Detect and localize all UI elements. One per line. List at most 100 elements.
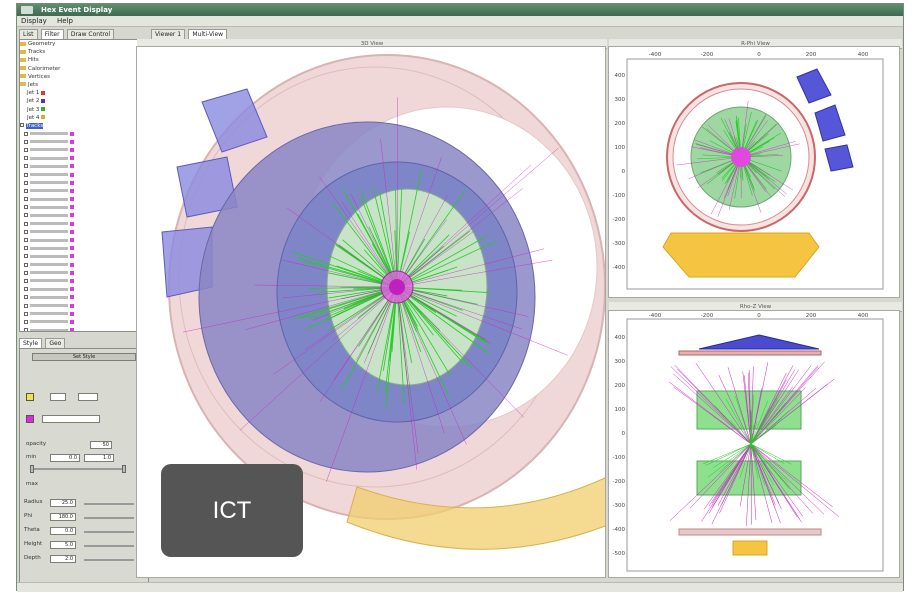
checkbox-icon[interactable] [23, 131, 28, 136]
tree-folder[interactable]: Vertices [20, 73, 138, 81]
tree-track-item[interactable] [20, 327, 138, 331]
tab-viewer-1[interactable]: Viewer 1 [151, 29, 186, 39]
tree-folder[interactable]: Calorimeter [20, 65, 138, 73]
spin-slider[interactable] [84, 517, 134, 519]
checkbox-icon[interactable] [23, 139, 28, 144]
checkbox-icon[interactable] [23, 278, 28, 283]
tree-track-item[interactable] [20, 171, 138, 179]
tab-geo[interactable]: Geo [45, 338, 66, 348]
checkbox-icon[interactable] [23, 221, 28, 226]
range-slider[interactable] [30, 465, 126, 473]
tree-track-item[interactable] [20, 318, 138, 326]
tree-track-item[interactable] [20, 179, 138, 187]
tree-track-item[interactable] [20, 146, 138, 154]
slider-knob-max[interactable] [122, 465, 126, 473]
tree-folder[interactable]: Geometry [20, 40, 138, 48]
tab-style[interactable]: Style [19, 338, 43, 348]
tree-folder[interactable]: Jets [20, 81, 138, 89]
tree-track-item[interactable] [20, 310, 138, 318]
tree-track-item[interactable] [20, 261, 138, 269]
viewer-3d[interactable] [136, 46, 606, 578]
checkbox-icon[interactable] [23, 311, 28, 316]
spin-input[interactable]: 5.0 [50, 541, 76, 549]
tree-track-item[interactable] [20, 204, 138, 212]
checkbox-icon[interactable] [23, 328, 28, 331]
tree-item-selected[interactable]: Tracks [20, 122, 138, 130]
tree-track-item[interactable] [20, 130, 138, 138]
hit-style-select[interactable] [42, 415, 100, 423]
checkbox-icon[interactable] [23, 287, 28, 292]
tab-list[interactable]: List [19, 29, 38, 39]
checkbox-icon[interactable] [23, 188, 28, 193]
menu-display[interactable]: Display [21, 17, 47, 25]
tree-track-item[interactable] [20, 237, 138, 245]
tree-track-item[interactable] [20, 294, 138, 302]
spin-input[interactable]: 180.0 [50, 513, 76, 521]
tab-draw-control[interactable]: Draw Control [66, 29, 115, 39]
checkbox-icon[interactable] [23, 229, 28, 234]
spin-input[interactable]: 2.0 [50, 555, 76, 563]
tree-track-item[interactable] [20, 163, 138, 171]
rz-canvas[interactable]: -400 -200 0 200 400 400 300 200 100 0 -100 -200 -30… [609, 311, 900, 578]
checkbox-icon[interactable] [23, 205, 28, 210]
track-color-swatch[interactable] [26, 393, 34, 401]
hit-color-swatch[interactable] [26, 415, 34, 423]
checkbox-icon[interactable] [20, 123, 24, 128]
max-spinner[interactable]: 1.0 [84, 454, 114, 462]
apply-style-button[interactable]: Set Style [32, 353, 136, 361]
checkbox-icon[interactable] [23, 213, 28, 218]
rz-view[interactable]: -400 -200 0 200 400 400 300 200 100 0 -100 -200 -30… [608, 310, 900, 578]
min-spinner[interactable]: 0.0 [50, 454, 80, 462]
checkbox-icon[interactable] [23, 254, 28, 259]
spin-input[interactable]: 0.0 [50, 527, 76, 535]
spin-slider[interactable] [84, 545, 134, 547]
tree-track-item[interactable] [20, 155, 138, 163]
tree-subitem[interactable]: Jet 3 [20, 106, 138, 114]
viewer-3d-canvas[interactable] [137, 47, 606, 578]
checkbox-icon[interactable] [23, 172, 28, 177]
tree-track-item[interactable] [20, 138, 138, 146]
tree-track-item[interactable] [20, 220, 138, 228]
rphi-view[interactable]: -400 -200 0 200 400 400 300 200 100 0 -100 -200 -30… [608, 46, 900, 298]
tree-track-item[interactable] [20, 269, 138, 277]
checkbox-icon[interactable] [23, 164, 28, 169]
system-menu-icon[interactable] [21, 6, 33, 14]
tree-track-item[interactable] [20, 228, 138, 236]
spin-slider[interactable] [84, 503, 134, 505]
tree-track-item[interactable] [20, 253, 138, 261]
tab-multi-view[interactable]: Multi-View [188, 29, 228, 39]
tree-folder[interactable]: Tracks [20, 48, 138, 56]
checkbox-icon[interactable] [23, 197, 28, 202]
tree-track-item[interactable] [20, 187, 138, 195]
checkbox-icon[interactable] [23, 262, 28, 267]
slider-knob-min[interactable] [30, 465, 34, 473]
checkbox-icon[interactable] [23, 147, 28, 152]
checkbox-icon[interactable] [23, 295, 28, 300]
checkbox-icon[interactable] [23, 238, 28, 242]
checkbox-icon[interactable] [23, 156, 28, 161]
opacity-spinner[interactable]: 50 [90, 441, 112, 449]
style-spinner[interactable] [50, 393, 66, 401]
tree-subitem[interactable]: Jet 2 [20, 97, 138, 105]
tree-folder[interactable]: Hits [20, 56, 138, 64]
tree-track-item[interactable] [20, 196, 138, 204]
tree-track-item[interactable] [20, 277, 138, 285]
checkbox-icon[interactable] [23, 246, 28, 251]
tree-subitem[interactable]: Jet 1 [20, 89, 138, 97]
tab-filter[interactable]: Filter [40, 29, 64, 39]
width-spinner[interactable] [78, 393, 98, 401]
tree-subitem[interactable]: Jet 4 [20, 114, 138, 122]
checkbox-icon[interactable] [23, 270, 28, 275]
menu-help[interactable]: Help [57, 17, 74, 25]
object-tree[interactable]: Geometry Tracks Hits Calorimeter Vertices Jet… [19, 39, 139, 332]
tree-track-item[interactable] [20, 302, 138, 310]
tree-track-item[interactable] [20, 212, 138, 220]
checkbox-icon[interactable] [23, 319, 28, 324]
checkbox-icon[interactable] [23, 180, 28, 185]
tree-track-item[interactable] [20, 286, 138, 294]
rphi-canvas[interactable]: -400 -200 0 200 400 400 300 200 100 0 -100 -200 -30… [609, 47, 900, 298]
spin-slider[interactable] [84, 531, 134, 533]
spin-input[interactable]: 25.0 [50, 499, 76, 507]
checkbox-icon[interactable] [23, 303, 28, 308]
spin-slider[interactable] [84, 559, 134, 561]
